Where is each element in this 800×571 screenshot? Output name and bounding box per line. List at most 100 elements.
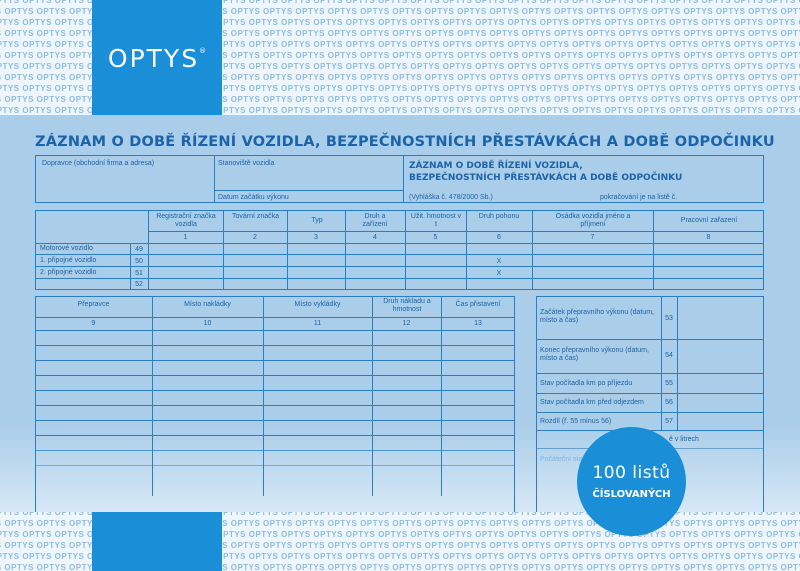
vehicle-table-rule — [35, 278, 764, 279]
side-row-label: Konec přepravního výkonu (datum, místo a… — [540, 347, 649, 362]
side-table-col — [677, 296, 678, 430]
pohon-mark: X — [496, 270, 502, 277]
pattern-row: OPTYS OPTYS OPTYS OPTYS OPTYS OPTYS OPTY… — [0, 519, 800, 528]
sheet-count-badge: 100 listů ČÍSLOVANÝCH — [577, 427, 686, 536]
pattern-row: OPTYS OPTYS OPTYS OPTYS OPTYS OPTYS OPTY… — [0, 73, 800, 82]
vehicle-table-col — [130, 243, 131, 290]
carrier-label: Dopravce (obchodní firma a adresa) — [42, 160, 155, 167]
vehicle-header: Osádka vozidla jméno a příjmení — [555, 213, 631, 228]
transport-table-rule — [35, 465, 515, 466]
continued-label: pokračování je na listě č. — [600, 194, 678, 201]
side-row-label: Stav počítadla km po příjezdu — [540, 380, 633, 387]
vehicle-table-col — [405, 210, 406, 290]
pattern-row: OPTYS OPTYS OPTYS OPTYS OPTYS OPTYS OPTY… — [0, 563, 800, 571]
column-number: 1 — [183, 234, 188, 241]
vehicle-header: Užit. hmotnost v t — [410, 213, 462, 228]
transport-table-rule — [35, 450, 515, 451]
column-number: 11 — [313, 320, 322, 327]
vehicle-table-rule — [35, 243, 764, 244]
pattern-row: OPTYS OPTYS OPTYS OPTYS OPTYS OPTYS OPTY… — [0, 29, 800, 38]
badge-count: 100 listů — [592, 463, 671, 483]
row-code: 52 — [135, 281, 143, 288]
vehicle-table-rule — [35, 254, 764, 255]
side-row-label: Stav počítadla km před odjezdem — [540, 399, 644, 406]
badge-subtitle: ČÍSLOVANÝCH — [592, 489, 671, 500]
vehicle-header: Druh a zařízení — [362, 213, 388, 228]
brand-block-bottom — [92, 512, 222, 571]
transport-table-rule — [35, 317, 515, 318]
row-code: 57 — [665, 418, 673, 425]
transport-table-rule — [35, 420, 515, 421]
vehicle-table-col — [223, 210, 224, 290]
transport-table-rule — [35, 390, 515, 391]
row-code: 50 — [135, 258, 143, 265]
header-divider — [214, 155, 215, 203]
column-number: 5 — [433, 234, 438, 241]
side-table-rule — [536, 412, 764, 413]
transport-table-rule — [35, 360, 515, 361]
side-table-col — [661, 296, 662, 430]
row-code: 56 — [665, 399, 673, 406]
transport-table-col — [372, 296, 373, 496]
vehicle-table — [35, 210, 764, 290]
optys-logo: OPTYS® — [107, 44, 207, 73]
vehicle-table-col — [148, 210, 149, 290]
pattern-row: OPTYS OPTYS OPTYS OPTYS OPTYS OPTYS OPTY… — [0, 62, 800, 71]
pattern-row: OPTYS OPTYS OPTYS OPTYS OPTYS OPTYS OPTY… — [0, 512, 800, 517]
vehicle-row-label: Motorové vozidlo — [40, 245, 93, 252]
transport-table-rule — [35, 345, 515, 346]
transport-table-rule — [35, 375, 515, 376]
vehicle-table-col — [532, 210, 533, 290]
pattern-row: OPTYS OPTYS OPTYS OPTYS OPTYS OPTYS OPTY… — [0, 552, 800, 561]
row-code: 51 — [135, 270, 143, 277]
column-number: 9 — [91, 320, 96, 327]
pattern-row: OPTYS OPTYS OPTYS OPTYS OPTYS OPTYS OPTY… — [0, 530, 800, 539]
vehicle-header: Registrační značka vozidla — [156, 213, 216, 228]
column-number: 13 — [474, 320, 482, 327]
vehicle-header: Typ — [311, 217, 323, 224]
column-number: 10 — [203, 320, 212, 327]
header-divider — [403, 155, 404, 203]
transport-table — [35, 296, 515, 512]
box-title-line2: BEZPEČNOSTNÍCH PŘESTÁVKÁCH A DOBĚ ODPOČI… — [409, 173, 683, 183]
vehicle-row-label: 1. připojné vozidlo — [40, 257, 97, 264]
vehicle-station-label: Stanoviště vozidla — [218, 160, 275, 167]
vehicle-table-col — [466, 210, 467, 290]
pattern-row: OPTYS OPTYS OPTYS OPTYS OPTYS OPTYS OPTY… — [0, 0, 800, 5]
vehicle-table-col — [345, 210, 346, 290]
fuel-label: ě v litrech — [669, 436, 699, 443]
transport-header: Místo vykládky — [294, 301, 341, 308]
side-table-rule — [536, 393, 764, 394]
document-title: ZÁZNAM O DOBĚ ŘÍZENÍ VOZIDLA, BEZPEČNOST… — [35, 134, 775, 150]
column-number: 2 — [253, 234, 257, 241]
transport-header: Čas přistavení — [455, 301, 501, 308]
pattern-row: OPTYS OPTYS OPTYS OPTYS OPTYS OPTYS OPTY… — [0, 106, 800, 115]
row-code: 54 — [665, 352, 673, 359]
side-table — [536, 296, 764, 512]
transport-table-col — [152, 296, 153, 496]
side-table-rule — [536, 339, 764, 340]
vehicle-table-col — [287, 210, 288, 290]
pohon-mark: X — [496, 258, 502, 265]
pattern-row: OPTYS OPTYS OPTYS OPTYS OPTYS OPTYS OPTY… — [0, 18, 800, 27]
column-number: 4 — [373, 234, 377, 241]
pattern-row: OPTYS OPTYS OPTYS OPTYS OPTYS OPTYS OPTY… — [0, 7, 800, 16]
brand-block: OPTYS® — [92, 0, 222, 115]
vehicle-header: Druh pohonu — [478, 213, 520, 220]
side-table-rule — [536, 373, 764, 374]
transport-header: Místo nakládky — [184, 301, 231, 308]
start-date-label: Datum začátku výkonu — [218, 194, 289, 201]
regulation-label: (Vyhláška č. 478/2000 Sb.) — [409, 194, 493, 201]
transport-table-rule — [35, 405, 515, 406]
row-code: 55 — [665, 380, 673, 387]
vehicle-table-col — [653, 210, 654, 290]
transport-table-rule — [35, 435, 515, 436]
transport-table-col — [441, 296, 442, 496]
box-title-line1: ZÁZNAM O DOBĚ ŘÍZENÍ VOZIDLA, — [409, 161, 583, 171]
pattern-row: OPTYS OPTYS OPTYS OPTYS OPTYS OPTYS OPTY… — [0, 51, 800, 60]
vehicle-table-rule — [148, 231, 764, 232]
transport-table-rule — [35, 330, 515, 331]
vehicle-row-label: 2. připojné vozidlo — [40, 269, 97, 276]
header-divider — [214, 190, 403, 191]
vehicle-header: Tovární značka — [231, 213, 280, 220]
